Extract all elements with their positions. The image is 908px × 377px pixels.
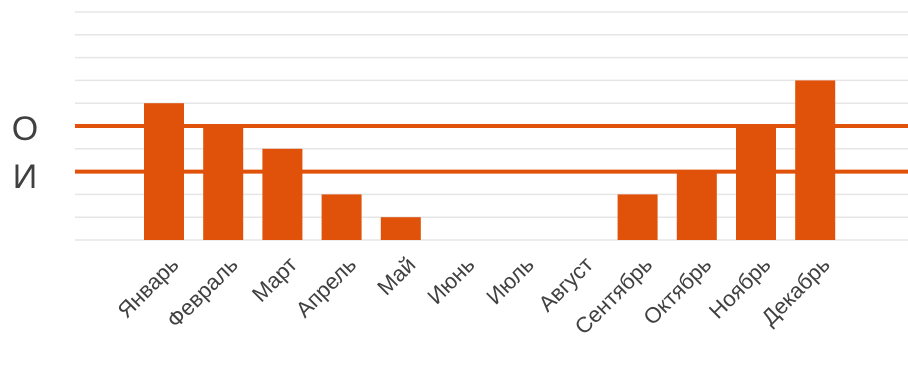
bar-4: [321, 194, 362, 240]
bar-5: [380, 217, 421, 240]
x-tick-label: Июнь: [422, 252, 479, 309]
bar-11: [736, 126, 776, 240]
x-tick-label: Май: [372, 252, 420, 300]
bar-9: [617, 194, 658, 240]
x-tick-label: Апрель: [291, 252, 361, 322]
x-tick-label: Июль: [481, 252, 538, 309]
bar-10: [676, 171, 717, 240]
bar-2: [203, 126, 244, 240]
reference-line-label-o: О: [11, 110, 39, 148]
reference-line-label-i: И: [12, 158, 38, 196]
x-tick-label: Март: [247, 252, 302, 307]
bar-3: [262, 148, 303, 240]
bars: [144, 80, 836, 241]
bar-12: [795, 80, 836, 241]
reference-lines: [75, 124, 908, 174]
